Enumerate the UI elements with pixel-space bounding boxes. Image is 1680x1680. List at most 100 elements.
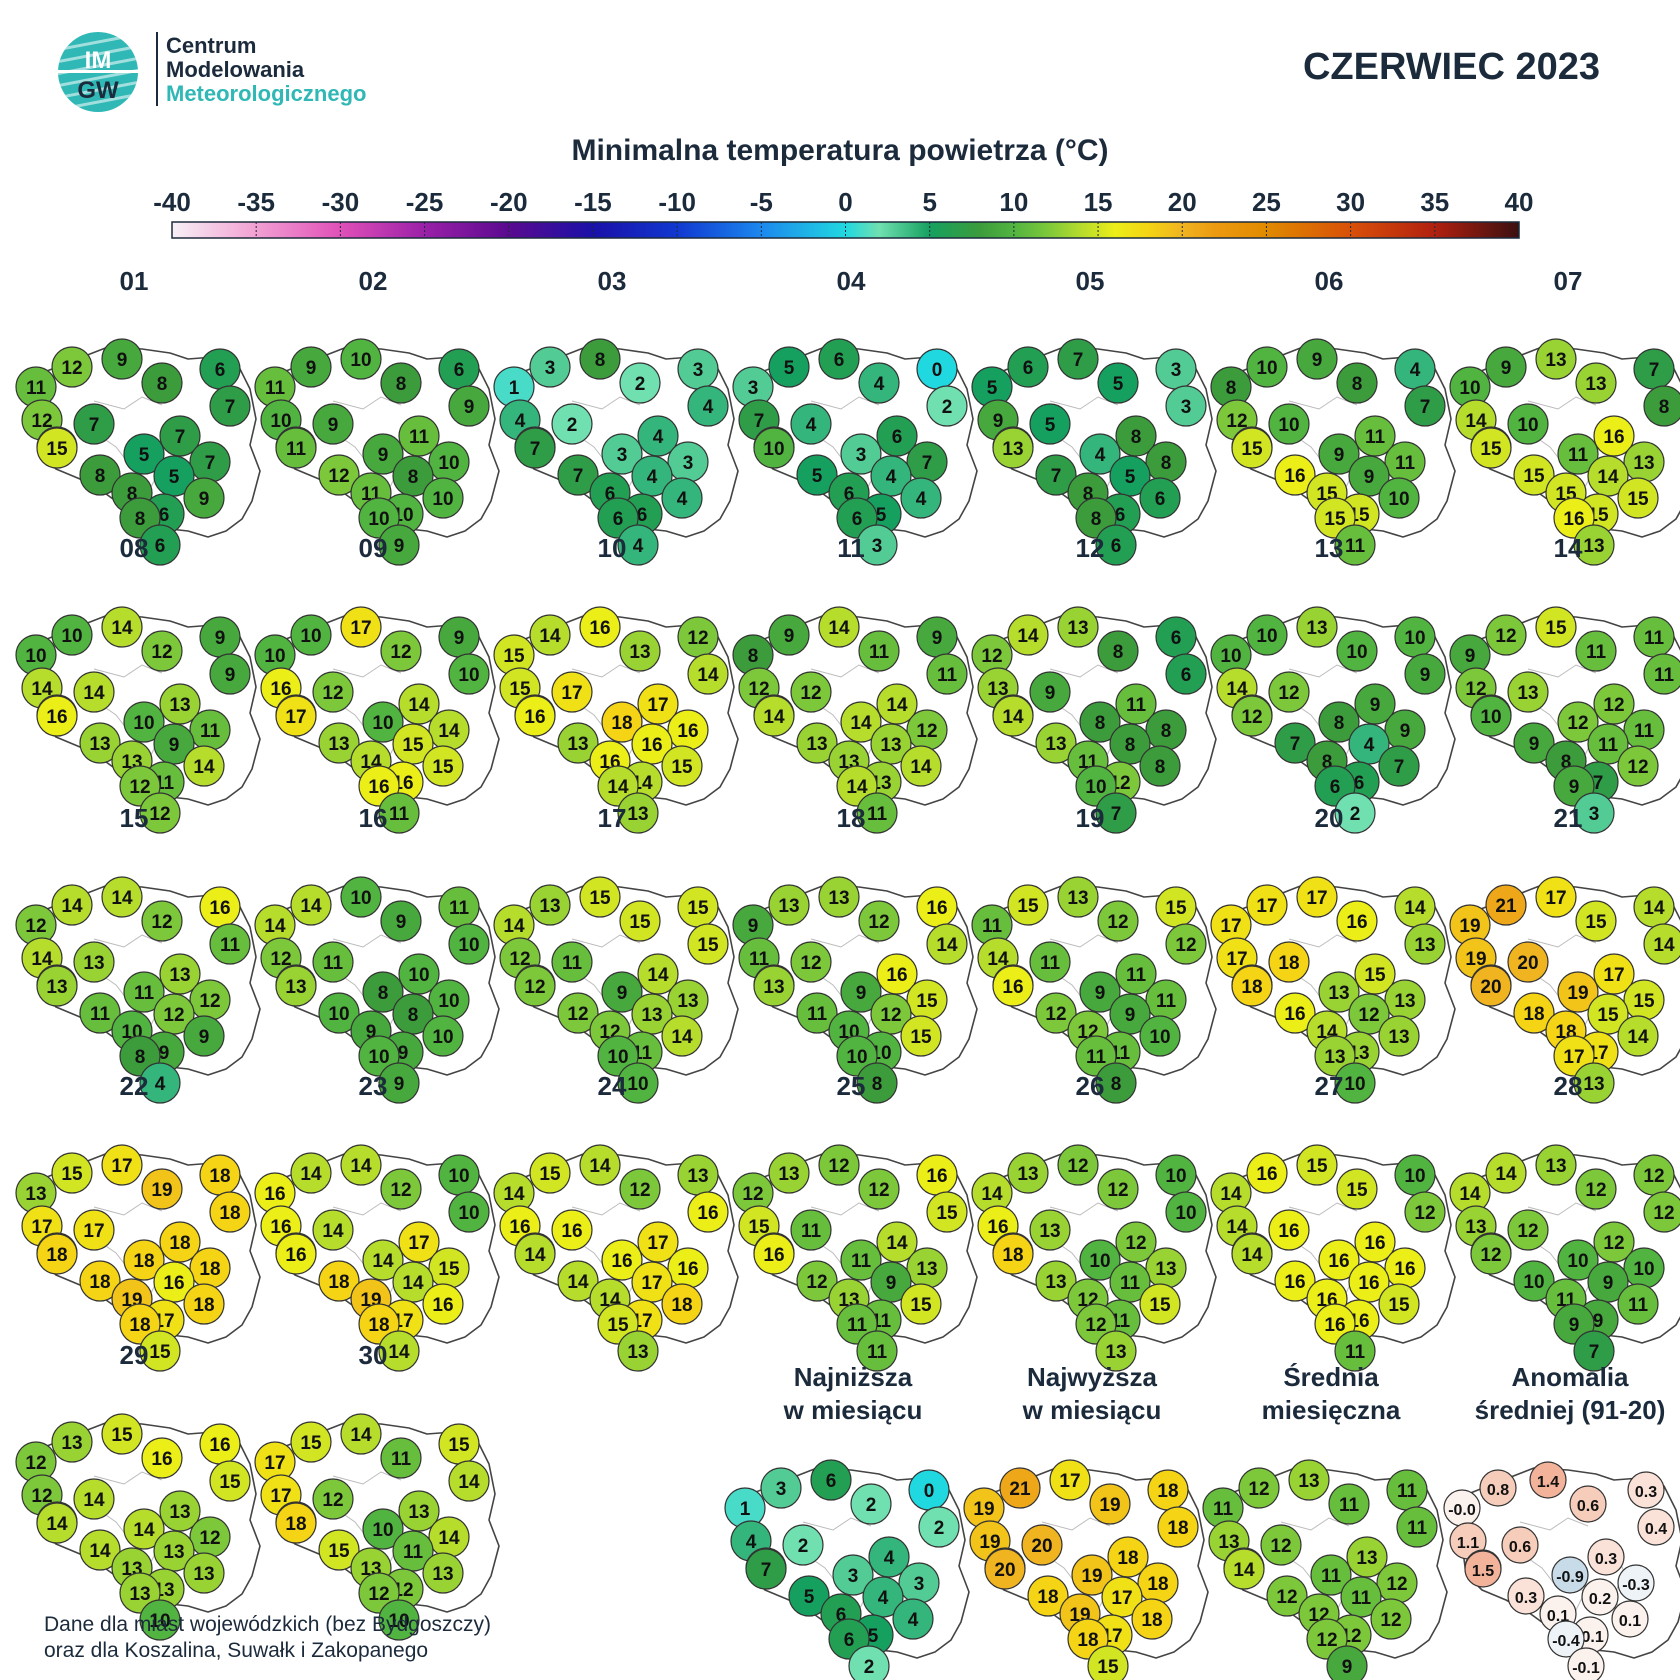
station-value: 10: [1085, 777, 1106, 798]
station-value: 19: [1459, 916, 1480, 937]
station-marker: [183, 477, 225, 519]
station-marker: [768, 1152, 810, 1194]
station-marker: [398, 683, 440, 725]
station-value: 7: [205, 453, 216, 474]
station-value: 12: [129, 777, 150, 798]
station-value: 9: [1420, 665, 1431, 686]
summary-label: w miesiącu: [1022, 1395, 1162, 1425]
station-marker: [1139, 1283, 1181, 1325]
station-value: 16: [886, 965, 907, 986]
station-marker: [73, 1478, 115, 1520]
summary-label: Średnia: [1283, 1362, 1379, 1392]
station-marker: [557, 722, 599, 764]
station-value: 17: [1256, 896, 1277, 917]
station-value: 8: [378, 983, 389, 1004]
station-value: 10: [372, 713, 393, 734]
station-value: 10: [627, 1074, 648, 1095]
station-value: 18: [219, 1203, 240, 1224]
station-value: 11: [1351, 1588, 1372, 1609]
station-value: 10: [1346, 642, 1367, 663]
station-marker: [768, 884, 810, 926]
station-marker: [529, 346, 571, 388]
station-marker: [796, 992, 838, 1034]
station-value: 5: [1045, 415, 1056, 436]
station-marker: [999, 1467, 1041, 1509]
station-value: 16: [763, 1245, 784, 1266]
station-value: 10: [763, 439, 784, 460]
station-value: 17: [1545, 888, 1566, 909]
station-marker: [209, 653, 251, 695]
station-value: 13: [880, 735, 901, 756]
station-marker: [1296, 876, 1338, 918]
station-value: 9: [306, 358, 317, 379]
station-marker: [1035, 1260, 1077, 1302]
station-value: 1.1: [1457, 1535, 1479, 1552]
colorbar-tick-label: 0: [838, 187, 852, 217]
station-value: 17: [111, 1156, 132, 1177]
station-value: 0.3: [1515, 1590, 1537, 1607]
station-value: 3: [1589, 804, 1600, 825]
station-value: 9: [394, 1074, 405, 1095]
station-value: 11: [867, 804, 888, 825]
station-marker: [183, 1552, 225, 1594]
station-value: 12: [163, 1005, 184, 1026]
station-value: 11: [134, 983, 155, 1004]
station-marker: [1513, 992, 1555, 1034]
day-label: 19: [1076, 803, 1105, 833]
station-value: 15: [671, 757, 693, 778]
station-value: 8: [1322, 752, 1333, 773]
station-marker: [529, 1152, 571, 1194]
station-value: 9: [1334, 445, 1345, 466]
station-value: 17: [1111, 1588, 1132, 1609]
station-value: 16: [1278, 1221, 1299, 1242]
station-value: -0.0: [1448, 1502, 1476, 1519]
station-value: 16: [151, 1449, 172, 1470]
station-marker: [687, 385, 729, 427]
station-value: 10: [350, 888, 371, 909]
station-value: 10: [1388, 489, 1409, 510]
station-value: 13: [1045, 734, 1066, 755]
station-marker: [312, 941, 354, 983]
station-marker: [1535, 876, 1577, 918]
station-value: 15: [438, 1259, 460, 1280]
station-value: 17: [408, 1233, 429, 1254]
station-marker: [557, 1260, 599, 1302]
station-marker: [1569, 1485, 1607, 1523]
station-marker: [1513, 1260, 1555, 1302]
station-value: 18: [1241, 977, 1262, 998]
station-marker: [1029, 1209, 1071, 1251]
station-value: 9: [886, 1273, 897, 1294]
station-value: 12: [1125, 1233, 1146, 1254]
station-value: 13: [1017, 1164, 1038, 1185]
station-value: 12: [1175, 935, 1196, 956]
station-marker: [1115, 953, 1157, 995]
station-value: 14: [539, 626, 561, 647]
station-marker: [790, 403, 832, 445]
station-marker: [1627, 1471, 1665, 1509]
station-marker: [1268, 671, 1310, 713]
station-value: 14: [61, 896, 83, 917]
station-value: 14: [438, 721, 460, 742]
station-value: 2: [567, 415, 578, 436]
station-marker: [984, 1548, 1026, 1590]
station-marker: [141, 900, 183, 942]
station-value: 14: [1241, 1245, 1263, 1266]
station-marker: [790, 1209, 832, 1251]
station-value: 12: [1603, 695, 1624, 716]
station-value: 11: [265, 378, 286, 399]
station-value: 3: [748, 378, 759, 399]
station-value: 14: [264, 916, 286, 937]
day-map: 101712910101612141417101413151415161611: [254, 606, 500, 834]
station-value: 10: [350, 350, 371, 371]
station-value: 4: [746, 1532, 757, 1553]
colorbar-tick-label: -40: [153, 187, 191, 217]
station-marker: [687, 1191, 729, 1233]
station-marker: [51, 614, 93, 656]
station-value: 17: [350, 618, 371, 639]
station-value: 8: [1161, 721, 1172, 742]
station-marker: [101, 876, 143, 918]
station-value: 14: [83, 683, 105, 704]
station-value: 11: [937, 665, 958, 686]
station-marker: [1378, 1283, 1420, 1325]
station-value: 9: [1569, 1315, 1580, 1336]
